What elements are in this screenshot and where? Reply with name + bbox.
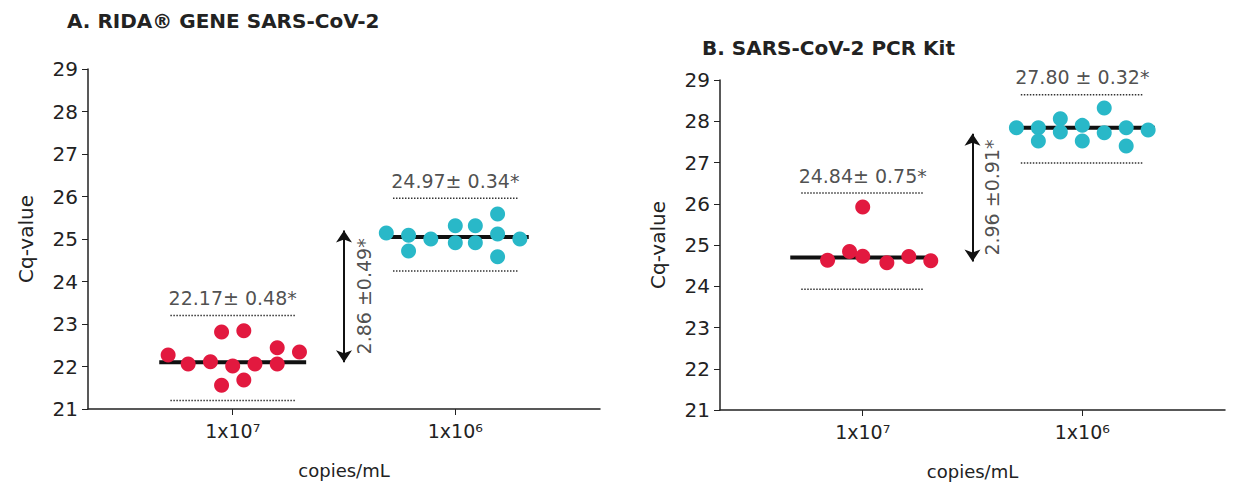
svg-text:2.96 ±0.91*: 2.96 ±0.91* [981,140,1003,256]
svg-text:1x10⁷: 1x10⁷ [205,420,260,442]
svg-text:24: 24 [685,274,710,298]
svg-text:28: 28 [53,100,78,124]
svg-text:A. RIDA® GENE SARS-CoV-2: A. RIDA® GENE SARS-CoV-2 [67,9,379,33]
svg-text:26: 26 [685,192,710,216]
svg-text:B. SARS-CoV-2 PCR Kit: B. SARS-CoV-2 PCR Kit [702,36,955,60]
svg-text:24.84± 0.75*: 24.84± 0.75* [799,165,927,187]
svg-text:26: 26 [53,185,78,209]
svg-text:22: 22 [685,357,710,381]
svg-text:21: 21 [685,398,710,422]
svg-text:27.80 ± 0.32*: 27.80 ± 0.32* [1015,66,1149,88]
svg-text:27: 27 [685,151,710,175]
svg-text:copies/mL: copies/mL [927,461,1018,482]
svg-text:25: 25 [685,233,710,257]
svg-text:24: 24 [53,270,78,294]
svg-text:1x10⁷: 1x10⁷ [835,421,890,443]
svg-text:28: 28 [685,109,710,133]
svg-text:1x10⁶: 1x10⁶ [428,420,483,442]
svg-text:29: 29 [53,57,78,81]
svg-text:Cq-value: Cq-value [646,201,670,289]
svg-text:2.86 ±0.49*: 2.86 ±0.49* [353,238,375,354]
svg-text:24.97± 0.34*: 24.97± 0.34* [391,170,519,192]
svg-text:Cq-value: Cq-value [14,195,38,283]
svg-text:23: 23 [53,312,78,336]
svg-text:copies/mL: copies/mL [298,460,389,481]
svg-text:1x10⁶: 1x10⁶ [1055,421,1110,443]
svg-text:22.17± 0.48*: 22.17± 0.48* [169,287,297,309]
svg-text:21: 21 [53,397,78,421]
svg-text:22: 22 [53,355,78,379]
svg-text:27: 27 [53,142,78,166]
svg-text:23: 23 [685,316,710,340]
svg-text:29: 29 [685,68,710,92]
svg-text:25: 25 [53,227,78,251]
